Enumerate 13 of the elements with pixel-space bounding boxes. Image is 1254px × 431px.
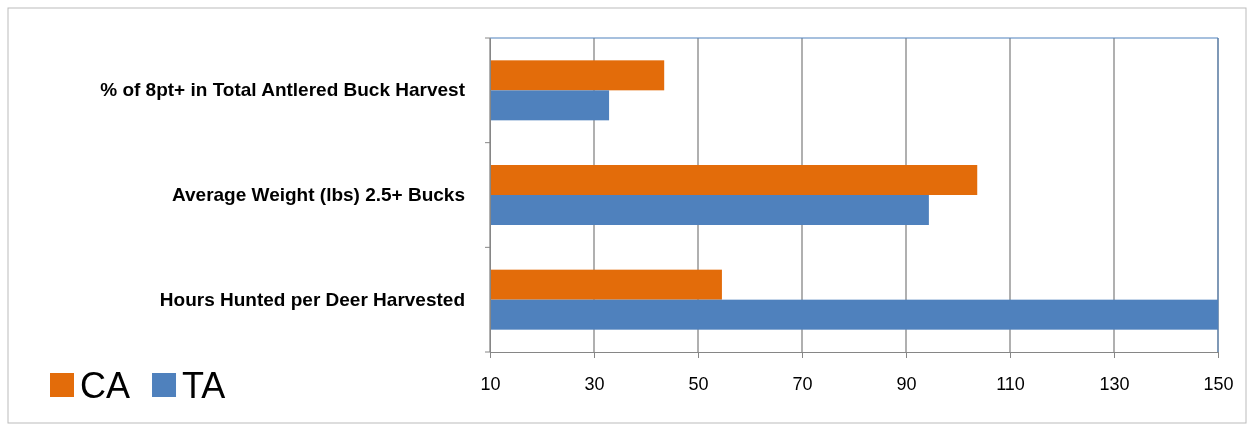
x-tick-label: 130 <box>1099 373 1130 394</box>
legend-label: CA <box>80 365 131 406</box>
x-tick-label: 30 <box>584 373 605 394</box>
y-tick-label: % of 8pt+ in Total Antlered Buck Harvest <box>100 79 466 101</box>
x-tick-label: 90 <box>896 373 917 394</box>
x-tick-label: 150 <box>1203 373 1234 394</box>
y-tick-label: Average Weight (lbs) 2.5+ Bucks <box>171 184 465 206</box>
x-tick-label: 110 <box>996 373 1025 394</box>
x-tick-label: 50 <box>688 373 709 394</box>
legend-label: TA <box>182 365 226 406</box>
x-tick-label: 70 <box>792 373 813 394</box>
y-tick-label: Hours Hunted per Deer Harvested <box>159 288 465 310</box>
x-tick-label: 10 <box>480 373 501 394</box>
